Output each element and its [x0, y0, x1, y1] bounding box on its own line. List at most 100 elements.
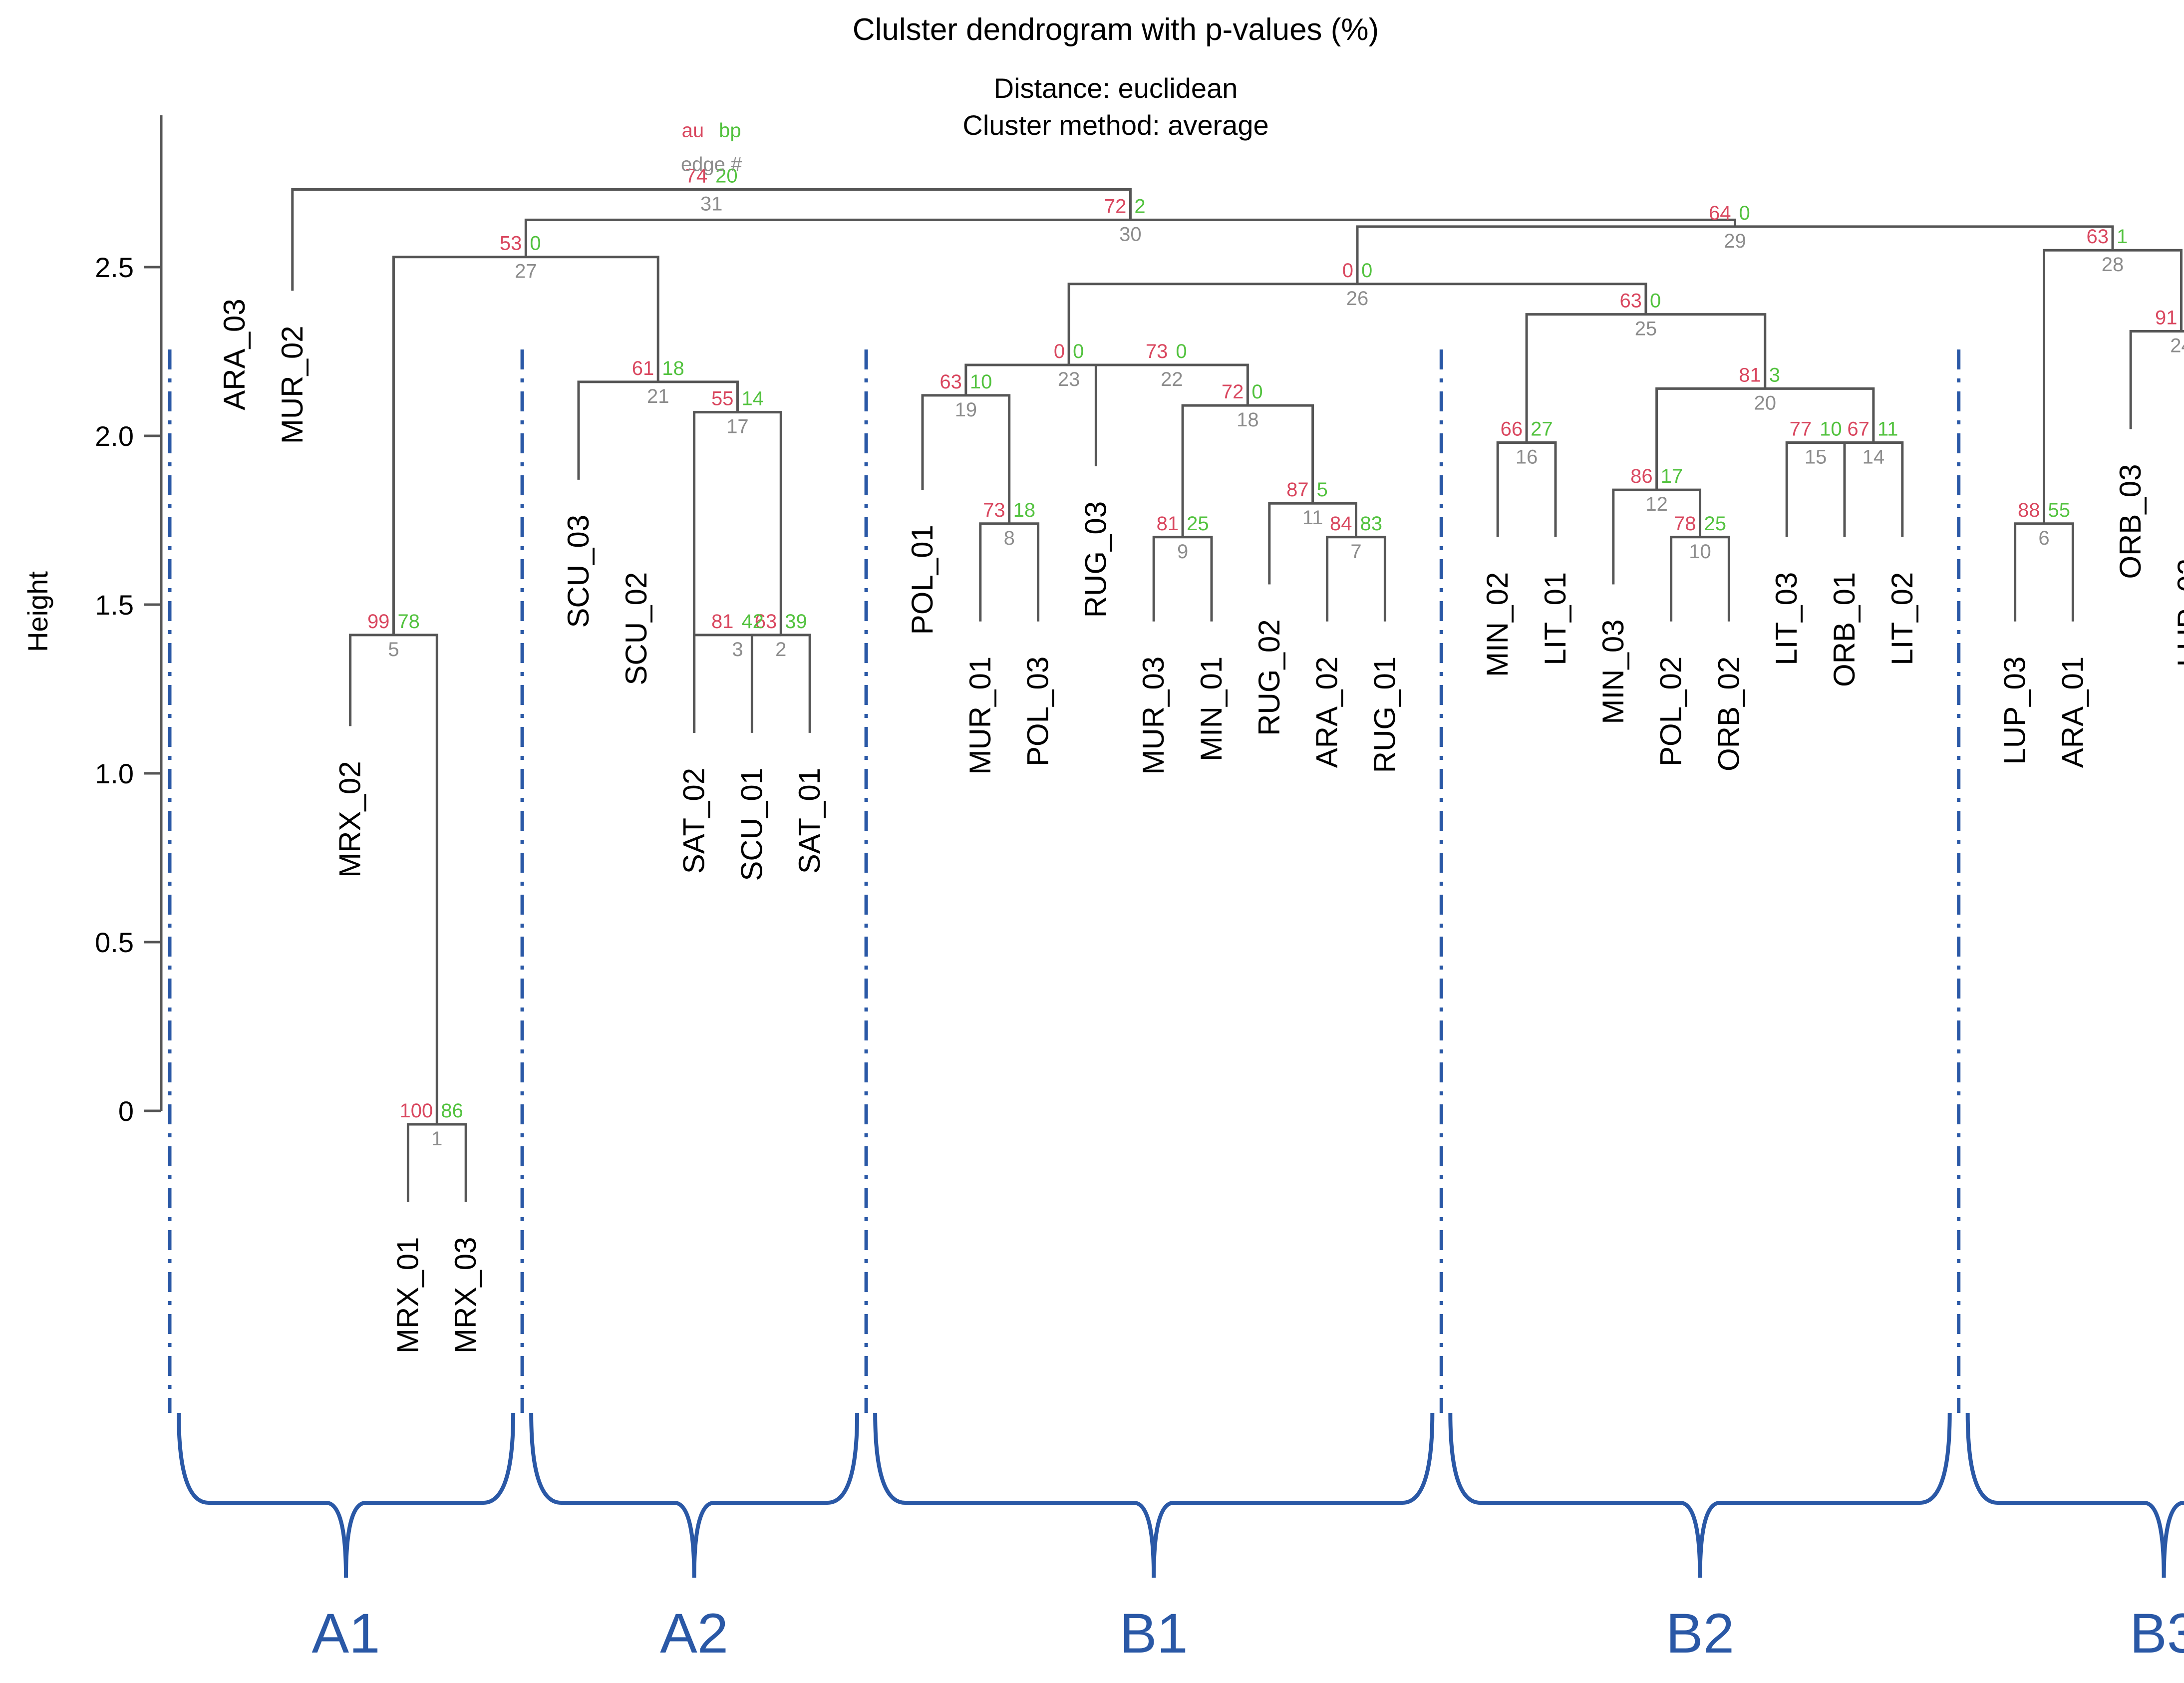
leaf-label: ARA_01 — [2056, 657, 2089, 768]
y-tick-label-4: 2.0 — [95, 420, 134, 452]
legend-au: au — [682, 120, 704, 142]
merge-branch-17 — [693, 411, 782, 733]
au-value-24: 91 — [2155, 307, 2178, 329]
edge-number-21: 21 — [647, 385, 669, 407]
edge-number-23: 23 — [1058, 368, 1080, 390]
bp-value-3: 42 — [741, 611, 764, 633]
edge-number-5: 5 — [388, 639, 399, 661]
bp-value-16: 27 — [1531, 418, 1553, 440]
edge-number-3: 3 — [732, 639, 743, 661]
edge-number-16: 16 — [1516, 446, 1538, 468]
leaf-label: POL_01 — [906, 525, 939, 635]
edge-number-24: 24 — [2170, 335, 2184, 356]
leaf-label: SCU_01 — [735, 768, 768, 881]
leaf-label: LIT_03 — [1770, 572, 1803, 666]
leaf-labels: ARA_03 MUR_02 MRX_02 MRX_01 MRX_03 SCU_03 SCU_… — [218, 299, 2184, 1353]
edge-number-20: 20 — [1754, 392, 1777, 414]
leaf-label: ARA_02 — [1310, 657, 1344, 768]
au-value-12: 86 — [1630, 465, 1653, 487]
edge-number-27: 27 — [515, 261, 537, 283]
leaf-label: SCU_03 — [562, 515, 595, 628]
leaf-label: POL_03 — [1021, 657, 1055, 766]
merge-branch-27 — [392, 256, 659, 635]
au-value-1: 100 — [400, 1100, 433, 1122]
y-axis-label: Height — [22, 571, 53, 652]
y-tick-label-1: 0.5 — [95, 927, 134, 958]
edge-number-17: 17 — [726, 416, 749, 438]
leaf-label: RUG_03 — [1079, 501, 1112, 618]
group-brace-B2 — [1448, 1412, 1952, 1578]
leaf-label: LIT_01 — [1539, 572, 1572, 666]
group-brace-A2 — [529, 1412, 860, 1578]
edge-number-11: 11 — [1302, 507, 1323, 529]
leaf-label: RUG_01 — [1368, 657, 1401, 773]
group-brace-A1 — [177, 1412, 516, 1578]
au-value-19: 63 — [939, 371, 962, 393]
bp-value-28: 1 — [2117, 226, 2128, 248]
bp-value-17: 14 — [741, 388, 764, 410]
y-tick-label-5: 2.5 — [95, 252, 134, 283]
bp-value-10: 25 — [1704, 513, 1727, 535]
leaf-label: SCU_02 — [620, 572, 653, 685]
leaf-label: ORB_03 — [2114, 464, 2147, 579]
bp-value-8: 18 — [1013, 499, 1036, 521]
group-label-B3: B3 — [2130, 1602, 2184, 1665]
au-value-5: 99 — [367, 611, 390, 633]
group-brace-B1 — [873, 1412, 1435, 1578]
bp-value-29: 0 — [1739, 202, 1750, 224]
bp-value-1: 86 — [441, 1100, 463, 1122]
group-label-B1: B1 — [1120, 1602, 1188, 1665]
merge-branch-5 — [349, 634, 438, 1125]
leaf-label: RUG_02 — [1252, 619, 1286, 735]
au-value-3: 81 — [711, 611, 734, 633]
bp-value-14: 11 — [1877, 418, 1898, 440]
y-tick-label-3: 1.5 — [95, 589, 134, 621]
leaf-label: MRX_03 — [449, 1237, 482, 1353]
chart-subtitle-method: Cluster method: average — [962, 109, 1268, 141]
au-value-10: 78 — [1674, 513, 1696, 535]
bp-value-7: 83 — [1360, 513, 1383, 535]
bp-value-9: 25 — [1187, 513, 1209, 535]
bp-value-15: 10 — [1820, 418, 1842, 440]
leaf-label: LIT_02 — [1885, 572, 1919, 666]
bp-value-31: 20 — [715, 165, 738, 187]
edge-number-29: 29 — [1724, 230, 1746, 252]
edge-number-15: 15 — [1805, 446, 1827, 468]
bp-value-21: 18 — [662, 357, 684, 379]
au-value-23: 0 — [1054, 340, 1065, 362]
edge-number-18: 18 — [1237, 409, 1259, 431]
au-value-6: 88 — [2018, 499, 2040, 521]
bp-value-19: 10 — [970, 371, 992, 393]
merge-branch-31 — [291, 188, 1132, 291]
au-value-18: 72 — [1222, 381, 1244, 403]
au-value-22: 73 — [1146, 340, 1168, 362]
au-value-7: 84 — [1330, 513, 1352, 535]
edge-number-26: 26 — [1346, 288, 1369, 310]
edge-number-1: 1 — [431, 1128, 442, 1150]
au-value-26: 0 — [1342, 260, 1353, 282]
leaf-label: ARA_03 — [218, 299, 251, 410]
leaf-label: MIN_01 — [1195, 657, 1228, 761]
au-value-30: 72 — [1104, 195, 1127, 217]
bp-value-22: 0 — [1176, 340, 1187, 362]
y-tick-label-0: 0 — [118, 1095, 134, 1127]
edge-number-9: 9 — [1177, 541, 1188, 563]
bp-value-25: 0 — [1650, 290, 1661, 312]
dendrogram-branches — [291, 188, 2184, 1202]
leaf-label: LUP_02 — [2172, 559, 2184, 667]
leaf-label: ORB_02 — [1712, 657, 1745, 771]
legend-edge: edge # — [681, 154, 742, 176]
group-label-A1: A1 — [312, 1602, 380, 1665]
bp-value-26: 0 — [1361, 260, 1372, 282]
leaf-label: MIN_02 — [1481, 572, 1514, 677]
y-tick-label-2: 1.0 — [95, 758, 134, 789]
au-value-2: 63 — [755, 611, 777, 633]
chart-title: Clulster dendrogram with p-values (%) — [853, 12, 1379, 47]
au-value-27: 53 — [500, 233, 522, 255]
au-value-29: 64 — [1709, 202, 1731, 224]
au-value-14: 67 — [1847, 418, 1870, 440]
bp-value-6: 55 — [2048, 499, 2071, 521]
y-axis: 0 0.5 1.0 1.5 2.0 2.5 — [95, 115, 163, 1127]
au-value-17: 55 — [711, 388, 734, 410]
leaf-label: MUR_01 — [963, 657, 997, 775]
